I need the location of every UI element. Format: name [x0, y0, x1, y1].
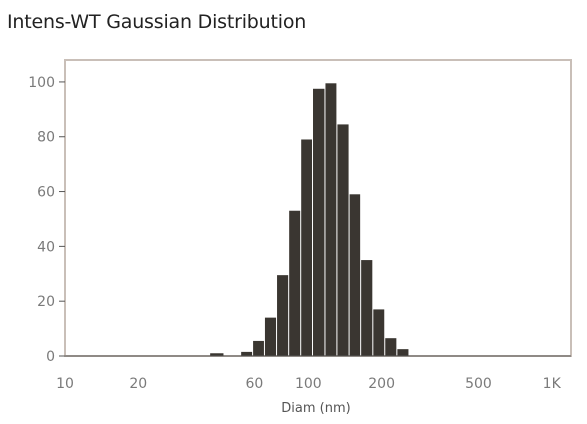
histogram-bar	[337, 124, 349, 356]
bars-group	[210, 83, 409, 357]
histogram-bar	[313, 88, 325, 357]
y-tick-label: 20	[37, 294, 55, 310]
histogram-bar	[397, 349, 409, 356]
x-axis-title: Diam (nm)	[281, 401, 350, 416]
y-tick-label: 60	[37, 185, 55, 201]
histogram-bar	[277, 275, 289, 356]
x-tick-label: 20	[129, 376, 147, 392]
x-tick-label: 500	[465, 376, 492, 392]
x-tick-label: 60	[245, 376, 263, 392]
histogram-bar	[385, 338, 397, 356]
histogram-bar	[210, 353, 224, 356]
histogram-bar	[241, 351, 253, 356]
histogram-bar	[264, 317, 277, 356]
y-tick-label: 100	[28, 75, 55, 91]
histogram-bar	[361, 260, 373, 356]
y-axis-ticks: 0 20 40 60 80 100	[28, 75, 65, 365]
histogram-bar	[325, 83, 337, 356]
x-tick-label: 200	[368, 376, 395, 392]
histogram-bar	[253, 340, 264, 356]
y-tick-label: 40	[37, 239, 55, 255]
y-tick-label: 0	[46, 349, 55, 365]
x-axis-ticks: 10 20 60 100 200 500 1K	[56, 376, 562, 392]
histogram-bar	[301, 139, 313, 356]
x-tick-label: 1K	[543, 376, 562, 392]
x-tick-label: 100	[295, 376, 322, 392]
x-tick-label: 10	[56, 376, 74, 392]
histogram-bar	[349, 194, 361, 356]
y-tick-label: 80	[37, 130, 55, 146]
chart-title: Intens-WT Gaussian Distribution	[7, 11, 307, 33]
histogram-bar	[373, 309, 385, 356]
histogram-bar	[289, 210, 301, 356]
